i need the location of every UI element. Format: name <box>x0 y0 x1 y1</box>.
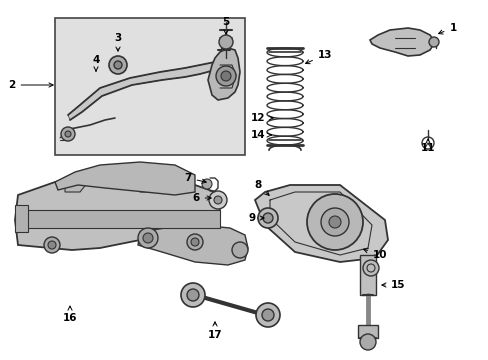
Circle shape <box>61 127 75 141</box>
Circle shape <box>320 208 348 236</box>
Polygon shape <box>65 175 88 192</box>
Circle shape <box>181 283 204 307</box>
Text: 17: 17 <box>207 322 222 340</box>
Circle shape <box>186 289 199 301</box>
Circle shape <box>214 196 222 204</box>
Polygon shape <box>254 185 387 262</box>
Polygon shape <box>15 205 28 232</box>
Polygon shape <box>55 162 195 195</box>
Circle shape <box>328 216 340 228</box>
Text: 9: 9 <box>248 213 264 223</box>
Text: 2: 2 <box>8 80 53 90</box>
Text: 10: 10 <box>363 249 386 260</box>
Circle shape <box>114 61 122 69</box>
Polygon shape <box>359 255 375 295</box>
Circle shape <box>258 208 278 228</box>
Text: 15: 15 <box>381 280 405 290</box>
Circle shape <box>262 309 273 321</box>
Polygon shape <box>207 48 240 100</box>
Polygon shape <box>369 28 434 56</box>
Circle shape <box>231 242 247 258</box>
Circle shape <box>44 237 60 253</box>
Polygon shape <box>357 325 377 338</box>
Circle shape <box>221 71 230 81</box>
Circle shape <box>216 66 236 86</box>
Circle shape <box>65 131 71 137</box>
Text: 6: 6 <box>192 193 211 203</box>
Text: 13: 13 <box>305 50 331 64</box>
Text: 7: 7 <box>184 173 206 183</box>
Polygon shape <box>15 178 220 250</box>
Text: 1: 1 <box>438 23 456 34</box>
Circle shape <box>263 213 272 223</box>
Circle shape <box>142 233 153 243</box>
Circle shape <box>109 56 127 74</box>
Circle shape <box>138 228 158 248</box>
Text: 5: 5 <box>222 17 229 34</box>
Circle shape <box>219 35 232 49</box>
Text: 4: 4 <box>92 55 100 71</box>
Text: 14: 14 <box>250 130 271 140</box>
Circle shape <box>362 260 378 276</box>
Circle shape <box>186 234 203 250</box>
Circle shape <box>306 194 362 250</box>
Text: 8: 8 <box>254 180 268 195</box>
Circle shape <box>202 179 212 189</box>
FancyBboxPatch shape <box>55 18 244 155</box>
Polygon shape <box>140 175 164 192</box>
Text: 3: 3 <box>114 33 122 51</box>
Text: 11: 11 <box>420 139 434 153</box>
Polygon shape <box>18 210 220 228</box>
Circle shape <box>428 37 438 47</box>
Circle shape <box>191 238 199 246</box>
Polygon shape <box>68 60 224 120</box>
Text: 16: 16 <box>62 306 77 323</box>
Circle shape <box>359 334 375 350</box>
Circle shape <box>48 241 56 249</box>
Polygon shape <box>138 225 247 265</box>
Circle shape <box>208 191 226 209</box>
Circle shape <box>256 303 280 327</box>
Text: 12: 12 <box>250 113 273 123</box>
